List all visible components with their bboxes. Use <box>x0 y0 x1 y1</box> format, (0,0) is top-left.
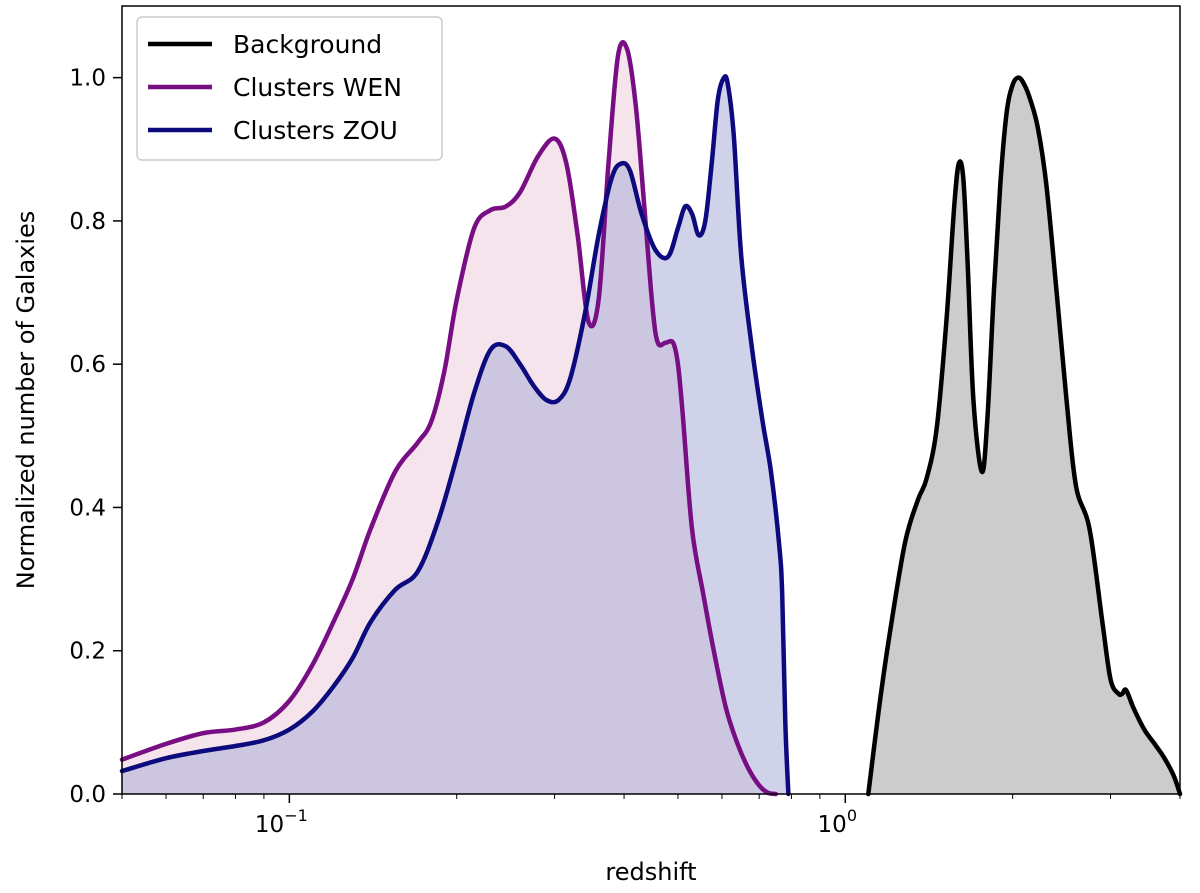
lines-layer <box>119 40 1183 797</box>
legend-box <box>136 16 443 161</box>
y-tick-label-5: 1.0 <box>69 66 106 92</box>
series-line-background <box>866 75 1183 797</box>
ticks-layer: 0.0 0.2 0.4 0.6 0.8 1.0 10−1 100 <box>69 66 1181 838</box>
y-tick-label-3: 0.6 <box>69 352 106 378</box>
y-tick-label-1: 0.2 <box>69 639 106 665</box>
y-tick-label-0: 0.0 <box>69 782 106 808</box>
x-tick-label-0: 10−1 <box>255 806 308 838</box>
y-tick-label-4: 0.8 <box>69 209 106 235</box>
legend-label-background: Background <box>233 30 382 59</box>
x-tick-label-1: 100 <box>818 806 857 838</box>
fills-layer <box>122 42 1180 795</box>
legend: Background Clusters WEN Clusters ZOU <box>136 16 443 161</box>
y-axis-label: Normalized number of Galaxies <box>12 211 40 590</box>
series-fill-background <box>868 77 1180 794</box>
legend-label-clusters-wen: Clusters WEN <box>233 73 402 102</box>
series-fill-clusters-zou <box>122 76 789 795</box>
y-tick-label-2: 0.4 <box>69 495 106 521</box>
legend-label-clusters-zou: Clusters ZOU <box>233 116 398 145</box>
series-line-clusters-zou <box>119 74 791 797</box>
plot-frame <box>121 5 1181 795</box>
x-axis-label: redshift <box>605 858 696 886</box>
